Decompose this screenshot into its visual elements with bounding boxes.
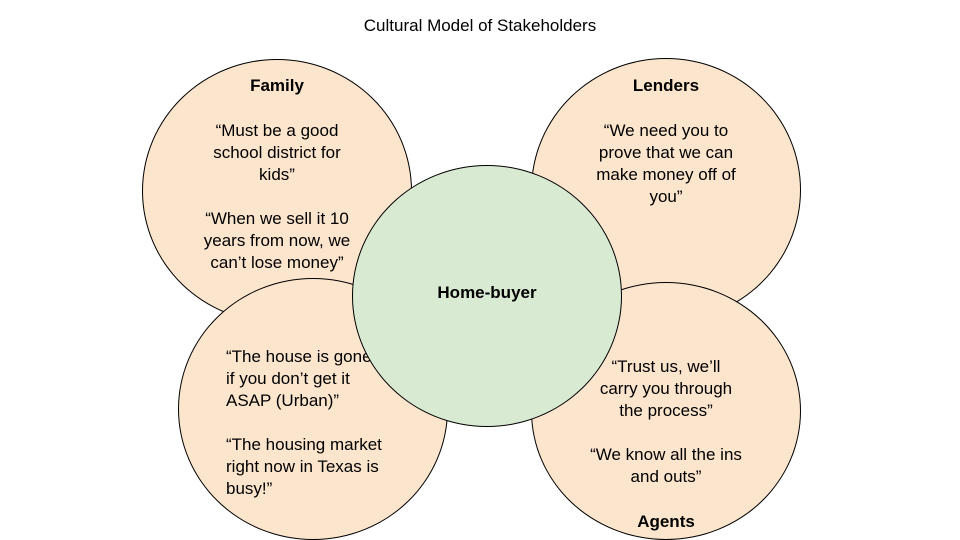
family-quote-1-line-2: school district for — [213, 143, 341, 162]
home-buyer-circle — [352, 165, 622, 427]
family-quote-2-line-1: “When we sell it 10 — [205, 209, 349, 228]
page-title: Cultural Model of Stakeholders — [363, 16, 597, 35]
lenders-label: Lenders — [632, 76, 700, 95]
lenders-quote-line-1: “We need you to — [603, 121, 729, 140]
market-quotes: “The house is gone if you don’t get it A… — [226, 346, 382, 500]
family-quote-2-line-2: years from now, we — [203, 231, 351, 250]
agents-quote-1-line-2: carry you through — [599, 379, 733, 398]
market-quote-2-line-1: “The housing market — [226, 435, 382, 454]
lenders-quotes: “We need you to prove that we can make m… — [531, 120, 801, 208]
family-quotes: “Must be a good school district for kids… — [142, 120, 412, 274]
lenders-quote-line-3: make money off of — [596, 165, 736, 184]
family-quote-1-line-1: “Must be a good — [215, 121, 339, 140]
agents-quotes: “Trust us, we’ll carry you through the p… — [531, 356, 801, 488]
market-quote-1-line-3: ASAP (Urban)” — [226, 391, 340, 410]
agents-quote-1-line-3: the process” — [619, 401, 713, 420]
market-quote-1-line-2: if you don’t get it — [226, 369, 350, 388]
lenders-quote-line-2: prove that we can — [598, 143, 734, 162]
family-quote-1-line-3: kids” — [259, 165, 295, 184]
market-quote-1-line-1: “The house is gone — [226, 347, 372, 366]
agents-quote-2-line-2: and outs” — [630, 467, 702, 486]
family-label: Family — [250, 76, 304, 95]
agents-label: Agents — [637, 512, 695, 531]
market-quote-2-line-2: right now in Texas is — [226, 457, 379, 476]
agents-quote-2-line-1: “We know all the ins — [590, 445, 742, 464]
market-quote-2-line-3: busy!” — [226, 479, 273, 498]
lenders-quote-line-4: you” — [649, 187, 683, 206]
agents-quote-1-line-1: “Trust us, we’ll — [611, 357, 721, 376]
family-quote-2-line-3: can’t lose money” — [210, 253, 344, 272]
home-buyer-label: Home-buyer — [437, 283, 537, 302]
